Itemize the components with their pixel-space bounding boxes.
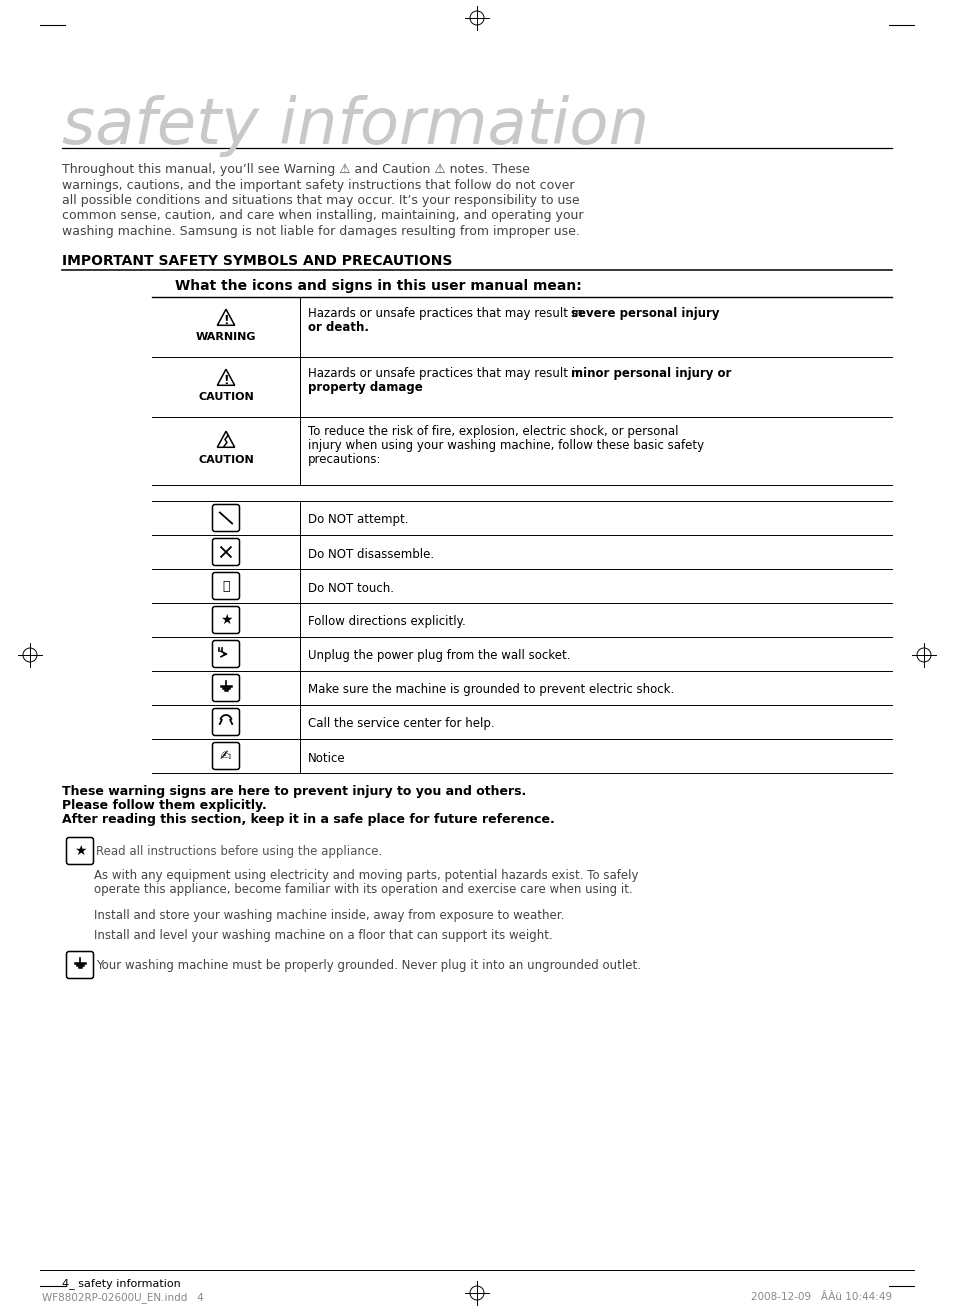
Text: Please follow them explicitly.: Please follow them explicitly. [62,798,267,812]
Text: 4_ safety information: 4_ safety information [62,1278,180,1289]
Text: 2008-12-09   ÂÀü 10:44:49: 2008-12-09 ÂÀü 10:44:49 [750,1293,891,1302]
Text: Install and level your washing machine on a floor that can support its weight.: Install and level your washing machine o… [94,929,552,943]
Text: !: ! [223,374,229,387]
Text: washing machine. Samsung is not liable for damages resulting from improper use.: washing machine. Samsung is not liable f… [62,225,579,239]
Text: CAUTION: CAUTION [198,392,253,402]
Text: Install and store your washing machine inside, away from exposure to weather.: Install and store your washing machine i… [94,909,564,922]
Text: Your washing machine must be properly grounded. Never plug it into an ungrounded: Your washing machine must be properly gr… [96,960,640,971]
Text: Do NOT touch.: Do NOT touch. [308,582,394,594]
Text: Hazards or unsafe practices that may result in: Hazards or unsafe practices that may res… [308,307,586,320]
Text: These warning signs are here to prevent injury to you and others.: These warning signs are here to prevent … [62,785,526,798]
Text: severe personal injury: severe personal injury [571,307,719,320]
Text: CAUTION: CAUTION [198,455,253,465]
Text: operate this appliance, become familiar with its operation and exercise care whe: operate this appliance, become familiar … [94,884,632,895]
Text: safety information: safety information [62,94,648,157]
Text: common sense, caution, and care when installing, maintaining, and operating your: common sense, caution, and care when ins… [62,210,583,223]
Text: After reading this section, keep it in a safe place for future reference.: After reading this section, keep it in a… [62,813,554,826]
Text: injury when using your washing machine, follow these basic safety: injury when using your washing machine, … [308,439,703,452]
Text: WARNING: WARNING [195,332,256,342]
Text: Make sure the machine is grounded to prevent electric shock.: Make sure the machine is grounded to pre… [308,683,674,696]
Text: ★: ★ [73,844,86,857]
Text: What the icons and signs in this user manual mean:: What the icons and signs in this user ma… [174,279,581,292]
Text: ✍: ✍ [220,749,232,763]
Text: To reduce the risk of fire, explosion, electric shock, or personal: To reduce the risk of fire, explosion, e… [308,425,678,438]
Text: ✋: ✋ [222,579,230,593]
Text: Hazards or unsafe practices that may result in: Hazards or unsafe practices that may res… [308,367,586,380]
Text: Do NOT attempt.: Do NOT attempt. [308,514,408,527]
Text: As with any equipment using electricity and moving parts, potential hazards exis: As with any equipment using electricity … [94,869,638,882]
Text: property damage: property damage [308,382,422,395]
Text: WF8802RP-02600U_EN.indd   4: WF8802RP-02600U_EN.indd 4 [42,1293,204,1303]
Text: precautions:: precautions: [308,454,381,465]
Text: ★: ★ [219,614,232,627]
Text: Notice: Notice [308,751,345,764]
Text: Throughout this manual, you’ll see Warning ⚠ and Caution ⚠ notes. These: Throughout this manual, you’ll see Warni… [62,163,529,176]
Text: Call the service center for help.: Call the service center for help. [308,717,494,730]
Text: .: . [399,382,403,395]
Text: Do NOT disassemble.: Do NOT disassemble. [308,548,434,561]
Text: !: ! [223,313,229,326]
Text: warnings, cautions, and the important safety instructions that follow do not cov: warnings, cautions, and the important sa… [62,178,574,191]
Text: IMPORTANT SAFETY SYMBOLS AND PRECAUTIONS: IMPORTANT SAFETY SYMBOLS AND PRECAUTIONS [62,254,452,267]
Text: all possible conditions and situations that may occur. It’s your responsibility : all possible conditions and situations t… [62,194,579,207]
Text: Follow directions explicitly.: Follow directions explicitly. [308,615,465,628]
Text: Unplug the power plug from the wall socket.: Unplug the power plug from the wall sock… [308,649,570,662]
Text: or death.: or death. [308,321,369,334]
Text: Read all instructions before using the appliance.: Read all instructions before using the a… [96,846,382,857]
Text: minor personal injury or: minor personal injury or [571,367,731,380]
